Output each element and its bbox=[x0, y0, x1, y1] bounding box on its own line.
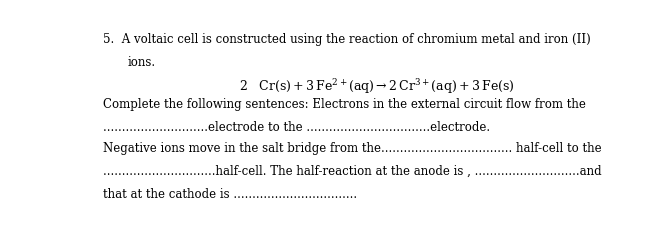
Text: Negative ions move in the salt bridge from the..................................: Negative ions move in the salt bridge fr… bbox=[103, 142, 602, 155]
Text: $2 \quad \mathrm{Cr(s)+3\,Fe^{2+}(aq) \rightarrow 2\,Cr^{3+}(aq)+3\,Fe(s)}$: $2 \quad \mathrm{Cr(s)+3\,Fe^{2+}(aq) \r… bbox=[240, 77, 515, 96]
Text: that at the cathode is .................................: that at the cathode is .................… bbox=[103, 188, 357, 201]
Text: ............................electrode to the .................................el: ............................electrode to… bbox=[103, 121, 490, 134]
Text: 5.  A voltaic cell is constructed using the reaction of chromium metal and iron : 5. A voltaic cell is constructed using t… bbox=[103, 33, 591, 46]
Text: Complete the following sentences: Electrons in the external circuit flow from th: Complete the following sentences: Electr… bbox=[103, 98, 586, 111]
Text: ..............................half-cell. The half-reaction at the anode is , ...: ..............................half-cell.… bbox=[103, 165, 602, 178]
Text: ions.: ions. bbox=[128, 56, 156, 69]
